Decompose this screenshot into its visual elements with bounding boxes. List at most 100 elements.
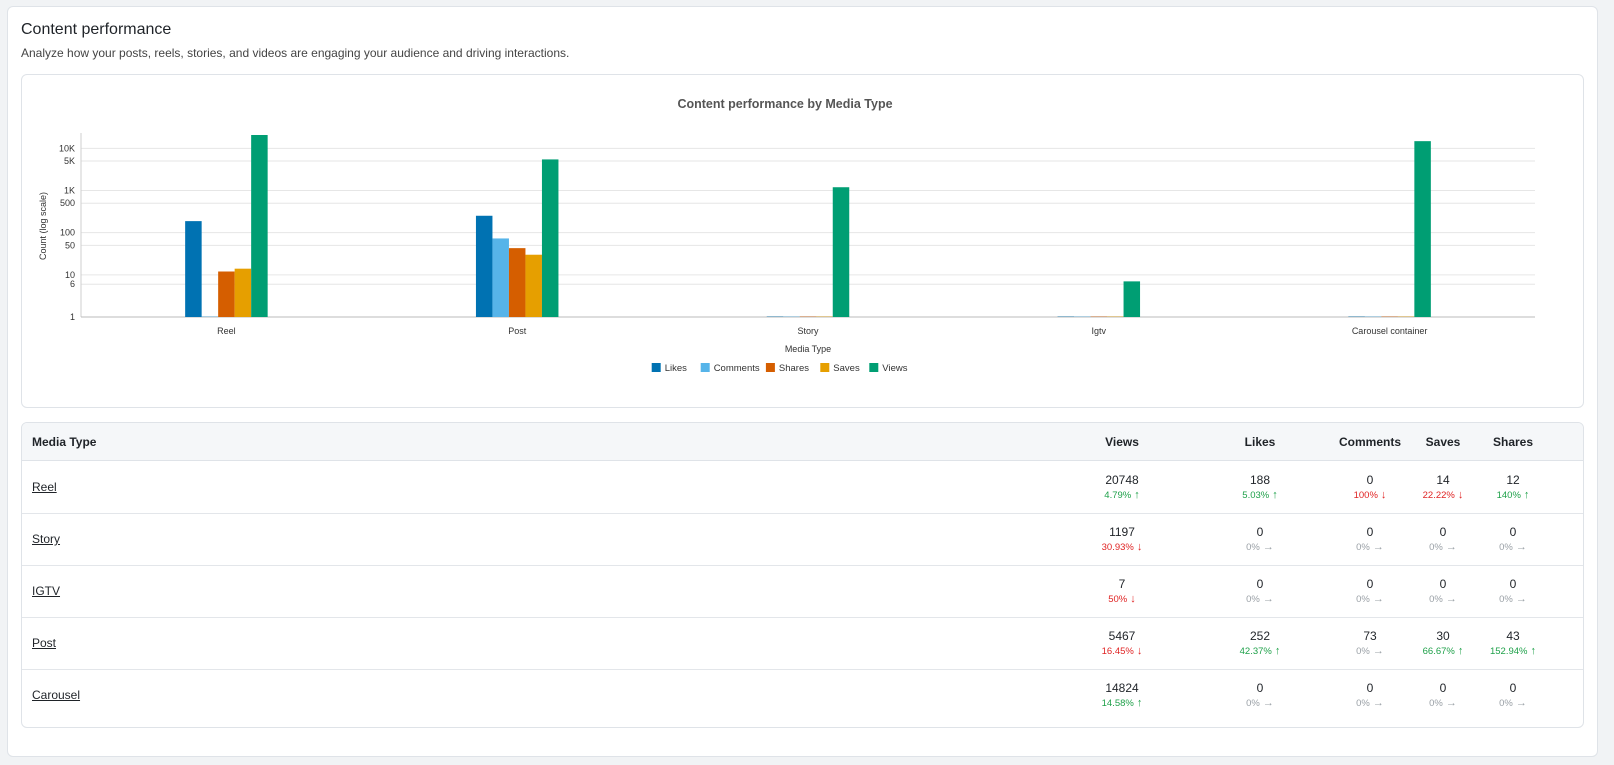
shares-change: 0% → [1468,592,1558,607]
shares-value: 0 [1509,525,1517,539]
change-percent: 0% [1499,542,1513,553]
change-percent: 0% [1356,646,1370,657]
header-saves: Saves [1425,435,1461,449]
x-tick-label: Story [797,326,819,336]
bar-shares-story [799,316,817,317]
bar-comments-reel [201,316,219,317]
bar-saves-story [816,316,833,317]
comments-change: 0% → [1325,540,1415,555]
views-change: 4.79% ↑ [1077,488,1167,503]
comments-change: 0% → [1325,644,1415,659]
shares-value: 12 [1506,473,1520,487]
y-tick-label: 500 [60,198,75,208]
shares-change: 0% → [1468,696,1558,711]
change-percent: 5.03% [1242,490,1270,501]
comments-cell: 0 0% → [1325,525,1415,555]
bar-views-post [541,159,559,317]
bar-comments-post [492,238,509,317]
likes-change: 0% → [1215,592,1305,607]
views-cell: 20748 4.79% ↑ [1077,473,1167,503]
trend-flat-arrow-icon: → [1262,697,1274,709]
media-type-table: Media Type Views Likes Comments Saves Sh… [21,422,1584,728]
trend-up-arrow-icon: ↑ [1530,645,1537,657]
comments-value: 0 [1366,525,1374,539]
bar-likes-igtv [1057,316,1075,317]
change-percent: 0% [1356,698,1370,709]
likes-value: 0 [1256,525,1264,539]
x-tick-label: Carousel container [1352,326,1428,336]
page-title: Content performance [21,21,172,38]
media-type-link[interactable]: Story [32,532,61,546]
trend-flat-arrow-icon: → [1445,541,1457,553]
comments-value: 0 [1366,681,1374,695]
page-subtitle: Analyze how your posts, reels, stories, … [21,46,570,60]
bar-views-reel [251,135,268,317]
legend-label-views: Views [882,363,907,374]
comments-cell: 73 0% → [1325,629,1415,659]
shares-value: 43 [1506,629,1520,643]
likes-value: 252 [1249,629,1271,643]
bar-views-igtv [1123,281,1141,317]
saves-change: 0% → [1398,696,1488,711]
likes-change: 42.37% ↑ [1215,644,1305,659]
table-row: Story 1197 30.93% ↓ 0 0% → 0 0% → 0 0% → 0 0% → [22,513,1583,566]
bar-shares-carousel-container [1381,316,1398,317]
saves-value: 0 [1439,681,1447,695]
views-change: 30.93% ↓ [1077,540,1167,555]
trend-up-arrow-icon: ↑ [1272,489,1278,501]
media-type-link[interactable]: Post [32,636,57,650]
views-change: 16.45% ↓ [1077,644,1167,659]
trend-flat-arrow-icon: → [1372,645,1384,657]
y-tick-label: 1K [64,186,75,196]
y-tick-label: 5K [64,156,75,166]
y-tick-label: 50 [65,240,75,250]
y-tick-label: 10K [59,143,75,153]
shares-cell: 0 0% → [1468,525,1558,555]
change-percent: 0% [1499,698,1513,709]
saves-cell: 0 0% → [1398,525,1488,555]
likes-change: 0% → [1215,696,1305,711]
comments-change: 0% → [1325,696,1415,711]
likes-change: 0% → [1215,540,1305,555]
y-tick-label: 100 [60,228,75,238]
views-value: 7 [1118,577,1126,591]
trend-down-arrow-icon: ↓ [1130,593,1136,605]
comments-value: 73 [1363,629,1377,643]
bar-likes-reel [185,221,202,317]
saves-change: 66.67% ↑ [1398,644,1488,659]
comments-cell: 0 0% → [1325,577,1415,607]
bar-saves-carousel-container [1397,316,1415,317]
media-type-link[interactable]: Carousel [32,688,81,702]
change-percent: 22.22% [1422,490,1455,501]
trend-down-arrow-icon: ↓ [1457,489,1464,501]
shares-cell: 43 152.94% ↑ [1468,629,1558,659]
shares-value: 0 [1509,577,1517,591]
views-cell: 5467 16.45% ↓ [1077,629,1167,659]
header-shares: Shares [1492,435,1534,449]
trend-down-arrow-icon: ↓ [1136,645,1143,657]
media-type-link[interactable]: Reel [32,480,57,494]
legend-swatch-likes [651,363,661,372]
saves-cell: 0 0% → [1398,681,1488,711]
chart-panel: Content performance by Media Type 1 6 10 50 1… [21,74,1584,408]
x-tick-label: Reel [217,326,236,336]
likes-value: 188 [1249,473,1271,487]
legend-swatch-comments [700,363,710,372]
change-percent: 0% [1356,594,1370,605]
chart-title: Content performance by Media Type [677,97,892,111]
comments-change: 0% → [1325,592,1415,607]
bar-shares-reel [218,271,235,317]
views-cell: 14824 14.58% ↑ [1077,681,1167,711]
change-percent: 100% [1353,490,1378,501]
change-percent: 30.93% [1101,542,1134,553]
saves-change: 0% → [1398,540,1488,555]
change-percent: 50% [1108,594,1128,605]
saves-value: 0 [1439,525,1447,539]
trend-flat-arrow-icon: → [1445,697,1457,709]
media-type-link[interactable]: IGTV [32,584,61,598]
bar-likes-story [766,316,784,317]
bar-saves-igtv [1107,316,1124,317]
shares-value: 0 [1509,681,1517,695]
shares-change: 0% → [1468,540,1558,555]
saves-value: 14 [1436,473,1450,487]
